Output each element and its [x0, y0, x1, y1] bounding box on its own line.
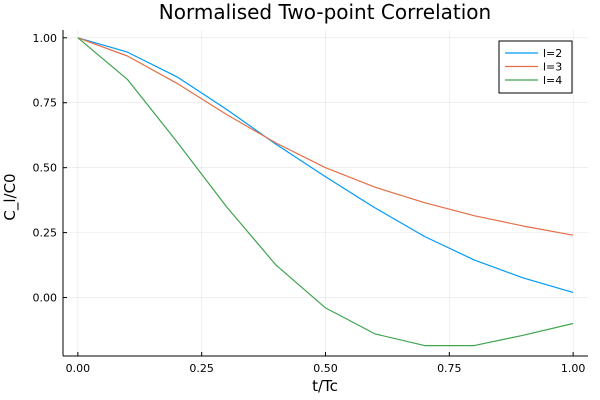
y-axis-label: C_l/C0 — [1, 173, 20, 220]
series-line-l=2 — [77, 37, 574, 293]
legend-label: l=4 — [543, 74, 562, 87]
x-tick-label: 0.50 — [313, 362, 338, 375]
x-tick-label: 0.00 — [66, 362, 91, 375]
chart-title: Normalised Two-point Correlation — [159, 0, 491, 24]
legend-label: l=3 — [543, 61, 562, 74]
x-axis-label: t/Tc — [312, 377, 338, 395]
x-tick-label: 0.25 — [189, 362, 214, 375]
y-tick-label: 0.75 — [33, 97, 58, 110]
x-tick-label: 1.00 — [561, 362, 586, 375]
x-tick-label: 0.75 — [437, 362, 462, 375]
y-tick-label: 0.00 — [33, 292, 58, 305]
y-tick-label: 0.25 — [33, 227, 58, 240]
series-lines — [77, 37, 574, 347]
y-tick-label: 1.00 — [33, 32, 58, 45]
grid — [63, 30, 588, 356]
ticks: 0.00 0.25 0.50 0.75 1.00 0.00 0.25 0.50 0.75 1.00 — [33, 32, 586, 375]
legend: l=2l=3l=4 — [498, 40, 573, 94]
legend-label: l=2 — [543, 47, 562, 60]
y-tick-label: 0.50 — [33, 162, 58, 175]
series-line-l=3 — [77, 37, 574, 236]
series-line-l=4 — [77, 37, 574, 347]
